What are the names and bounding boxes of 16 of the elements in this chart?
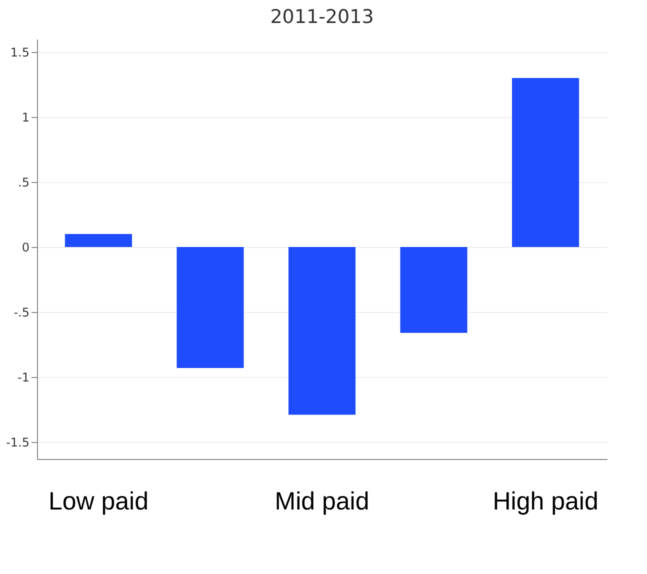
bar — [288, 247, 356, 415]
x-tick-label: High paid — [492, 488, 598, 516]
y-tick-label: .5 — [18, 176, 30, 190]
y-tick-label: -.5 — [14, 306, 30, 320]
y-tick-label: 1.5 — [10, 46, 30, 60]
chart-title: 2011-2013 — [270, 6, 374, 28]
x-tick-label: Low paid — [48, 488, 149, 516]
y-tick-label: -1 — [18, 370, 30, 385]
y-tick-label: 1 — [22, 110, 30, 125]
bar — [512, 78, 580, 248]
bar — [64, 234, 132, 248]
x-tick-label: Mid paid — [274, 488, 370, 516]
bar — [176, 247, 244, 368]
bar — [400, 247, 468, 333]
y-tick-label: 0 — [22, 240, 30, 255]
y-tick-label: -1.5 — [6, 436, 30, 450]
